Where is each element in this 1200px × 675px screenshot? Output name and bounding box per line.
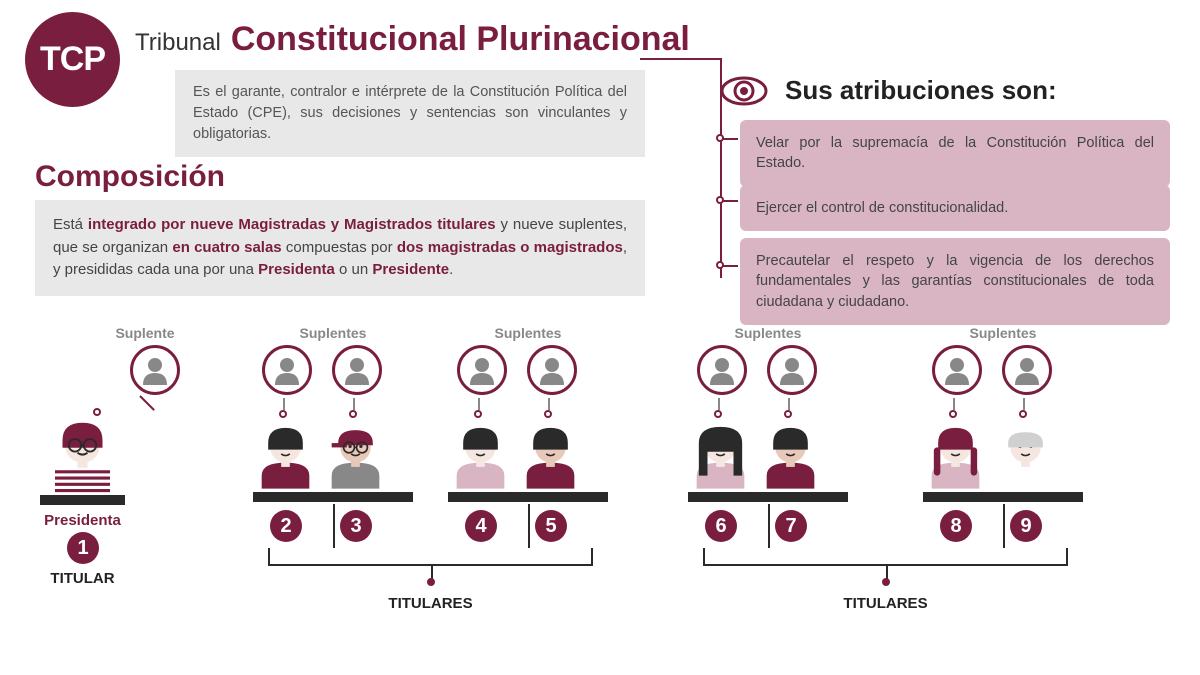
eye-icon xyxy=(720,75,768,107)
members-diagram: Suplente Presidenta 1 TITULAR Suplentes 2 3 Sup… xyxy=(0,320,1200,675)
atribucion-3: Precautelar el respeto y la vigencia de … xyxy=(740,238,1170,325)
bracket xyxy=(268,548,593,566)
member-number: 5 xyxy=(535,510,567,542)
presidenta-label: Presidenta xyxy=(40,512,125,529)
composicion-box: Está integrado por nueve Magistradas y M… xyxy=(35,200,645,296)
presidenta-avatar xyxy=(45,415,120,498)
suplente-avatar xyxy=(767,345,817,395)
desk xyxy=(688,492,848,502)
titulares-label: TITULARES xyxy=(381,595,481,612)
suplente-avatar xyxy=(932,345,982,395)
suplentes-label: Suplentes xyxy=(483,325,573,341)
member-avatar xyxy=(448,420,513,495)
member-avatar xyxy=(253,420,318,495)
suplente-avatar xyxy=(262,345,312,395)
suplentes-label: Suplentes xyxy=(288,325,378,341)
titular-label: TITULAR xyxy=(40,570,125,587)
desk xyxy=(448,492,608,502)
member-avatar xyxy=(993,420,1058,495)
suplente-avatar xyxy=(130,345,180,395)
suplentes-label: Suplentes xyxy=(723,325,813,341)
member-avatar xyxy=(688,420,753,495)
member-number: 9 xyxy=(1010,510,1042,542)
member-number: 3 xyxy=(340,510,372,542)
composicion-title: Composición xyxy=(35,160,225,194)
suplente-avatar xyxy=(332,345,382,395)
suplente-avatar xyxy=(1002,345,1052,395)
member-avatar xyxy=(323,420,388,495)
desk xyxy=(40,495,125,505)
title-row: Tribunal Constitucional Plurinacional xyxy=(135,20,690,59)
member-avatar xyxy=(518,420,583,495)
titulares-label: TITULARES xyxy=(836,595,936,612)
title-main: Constitucional Plurinacional xyxy=(231,20,690,59)
suplentes-label: Suplentes xyxy=(958,325,1048,341)
desk xyxy=(923,492,1083,502)
atribucion-2: Ejercer el control de constitucionalidad… xyxy=(740,185,1170,231)
member-number: 7 xyxy=(775,510,807,542)
title-tribunal: Tribunal xyxy=(135,29,221,57)
member-number: 4 xyxy=(465,510,497,542)
suplente-label: Suplente xyxy=(105,325,185,341)
suplente-avatar xyxy=(527,345,577,395)
bracket xyxy=(703,548,1068,566)
member-number: 2 xyxy=(270,510,302,542)
badge-text: TCP xyxy=(40,40,105,79)
member-avatar xyxy=(758,420,823,495)
suplente-avatar xyxy=(697,345,747,395)
member-avatar xyxy=(923,420,988,495)
description-box: Es el garante, contralor e intérprete de… xyxy=(175,70,645,157)
suplente-avatar xyxy=(457,345,507,395)
member-number: 6 xyxy=(705,510,737,542)
atribucion-1: Velar por la supremacía de la Constituci… xyxy=(740,120,1170,187)
member-number: 8 xyxy=(940,510,972,542)
atribuciones-title: Sus atribuciones son: xyxy=(785,75,1057,106)
member-number: 1 xyxy=(67,532,99,564)
desk xyxy=(253,492,413,502)
tcp-badge: TCP xyxy=(25,12,120,107)
